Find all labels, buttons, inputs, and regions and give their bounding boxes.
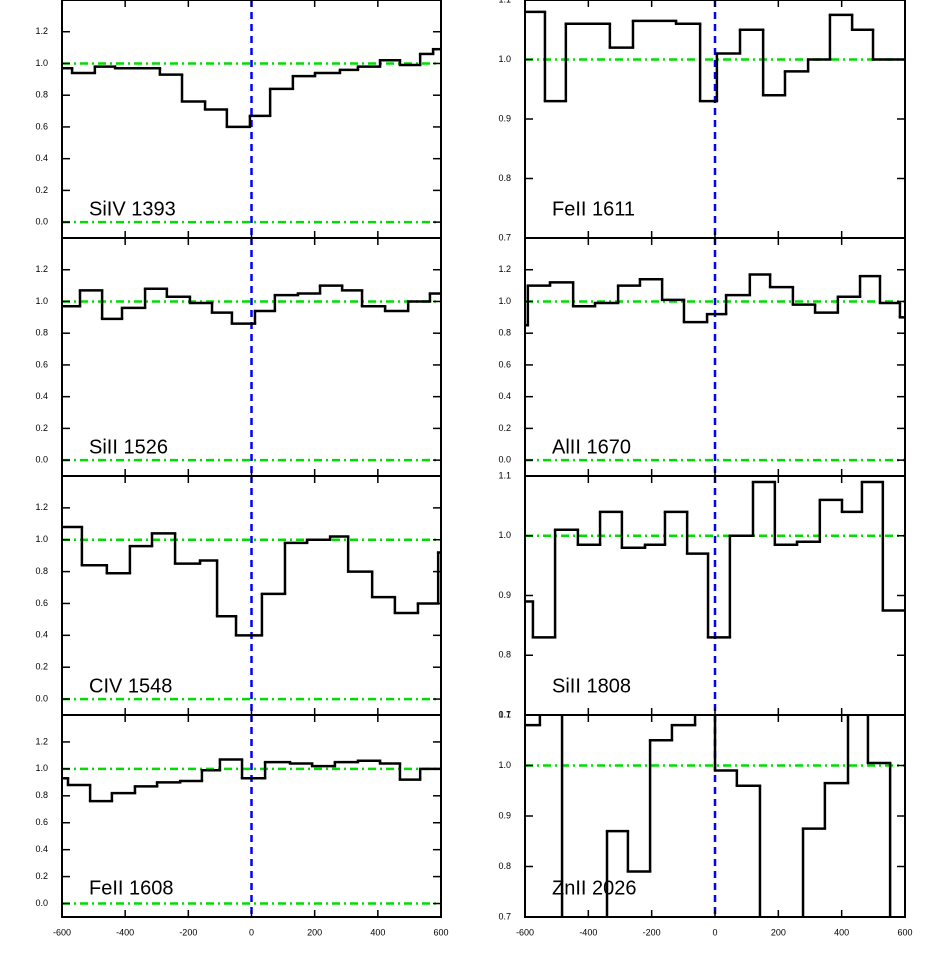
x-tick-label: -600 bbox=[516, 927, 534, 937]
y-tick-label: 0.4 bbox=[35, 630, 48, 640]
y-tick-label: 1.0 bbox=[35, 296, 48, 306]
y-tick-label: 0.8 bbox=[35, 328, 48, 338]
plot-area bbox=[525, 715, 905, 917]
x-tick-label: -400 bbox=[116, 927, 134, 937]
x-tick-label: 400 bbox=[370, 927, 385, 937]
x-tick-label: 0 bbox=[712, 927, 717, 937]
y-tick-label: 0.6 bbox=[498, 359, 511, 369]
x-tick-label: 600 bbox=[897, 927, 912, 937]
y-tick-label: 0.6 bbox=[35, 359, 48, 369]
y-tick-label: 1.2 bbox=[35, 26, 48, 36]
y-tick-label: 1.0 bbox=[35, 534, 48, 544]
x-tick-label: -200 bbox=[179, 927, 197, 937]
y-tick-label: 0.7 bbox=[498, 911, 511, 921]
panel-label: FeII 1611 bbox=[552, 198, 635, 220]
y-tick-label: 0.6 bbox=[35, 817, 48, 827]
y-tick-label: 0.8 bbox=[498, 861, 511, 871]
y-tick-label: 0.8 bbox=[498, 173, 511, 183]
y-tick-label: 0.2 bbox=[35, 185, 48, 195]
x-tick-label: 400 bbox=[834, 927, 849, 937]
panel: -600 -400 -200 0 200 400 600 0.7 0.8 0.9 1.0 1.1 ZnI… bbox=[498, 709, 912, 937]
panel: 0.7 0.8 0.9 1.0 1.1 FeII 1611 bbox=[498, 0, 906, 242]
y-tick-label: 1.2 bbox=[35, 264, 48, 274]
y-tick-label: 0.8 bbox=[498, 328, 511, 338]
y-tick-label: 0.4 bbox=[35, 844, 48, 854]
plot-area bbox=[62, 476, 441, 715]
y-tick-label: 0.2 bbox=[35, 871, 48, 881]
panel: 0.7 0.8 0.9 1.0 1.1 SiII 1808 bbox=[498, 470, 906, 719]
panel-label: ZnII 2026 bbox=[552, 877, 637, 899]
x-tick-label: -400 bbox=[579, 927, 597, 937]
y-tick-label: 0.7 bbox=[498, 709, 511, 719]
y-tick-label: 0.0 bbox=[35, 455, 48, 465]
y-tick-label: 0.4 bbox=[35, 153, 48, 163]
plot-area bbox=[62, 715, 441, 917]
plot-area bbox=[525, 0, 905, 238]
y-tick-label: 0.8 bbox=[35, 90, 48, 100]
x-tick-label: 0 bbox=[249, 927, 254, 937]
y-tick-label: 0.8 bbox=[35, 790, 48, 800]
y-tick-label: 1.2 bbox=[35, 502, 48, 512]
y-tick-label: 1.0 bbox=[498, 54, 511, 64]
y-tick-label: 0.2 bbox=[35, 662, 48, 672]
y-tick-label: 0.0 bbox=[35, 693, 48, 703]
y-tick-label: 0.9 bbox=[498, 113, 511, 123]
plot-area bbox=[525, 476, 905, 715]
y-tick-label: 1.2 bbox=[498, 264, 511, 274]
y-tick-label: 0.8 bbox=[498, 650, 511, 660]
panel-label: AlII 1670 bbox=[552, 436, 631, 458]
y-tick-label: 1.1 bbox=[498, 470, 511, 480]
x-tick-label: 200 bbox=[771, 927, 786, 937]
y-tick-label: 0.4 bbox=[35, 391, 48, 401]
panel-label: SiII 1808 bbox=[552, 675, 631, 697]
y-tick-label: 0.9 bbox=[498, 810, 511, 820]
panel-frame bbox=[524, 714, 906, 918]
y-tick-label: 1.2 bbox=[35, 736, 48, 746]
y-tick-label: 0.2 bbox=[498, 423, 511, 433]
y-tick-label: 0.8 bbox=[35, 566, 48, 576]
x-tick-label: 200 bbox=[307, 927, 322, 937]
plot-area bbox=[62, 238, 441, 476]
panel-label: CIV 1548 bbox=[89, 675, 172, 697]
y-tick-label: 0.4 bbox=[498, 391, 511, 401]
y-tick-label: 1.0 bbox=[498, 530, 511, 540]
y-tick-label: 0.7 bbox=[498, 232, 511, 242]
y-tick-label: 1.0 bbox=[498, 760, 511, 770]
panel-label: SiIV 1393 bbox=[89, 198, 176, 220]
y-tick-label: 0.0 bbox=[35, 217, 48, 227]
panel-label: FeII 1608 bbox=[89, 877, 174, 899]
y-tick-label: 0.6 bbox=[35, 121, 48, 131]
x-tick-label: -200 bbox=[643, 927, 661, 937]
plot-area bbox=[62, 0, 441, 238]
y-tick-label: 1.1 bbox=[498, 709, 511, 719]
y-tick-label: 1.0 bbox=[35, 763, 48, 773]
panel: 0.0 0.2 0.4 0.6 0.8 1.0 1.2 CIV 1548 bbox=[35, 475, 442, 716]
y-tick-label: 0.2 bbox=[35, 423, 48, 433]
panel-label: SiII 1526 bbox=[89, 436, 168, 458]
x-tick-label: 600 bbox=[433, 927, 448, 937]
panel: 0.0 0.2 0.4 0.6 0.8 1.0 1.2 AlII 1670 bbox=[498, 237, 906, 477]
panel-frame bbox=[61, 714, 442, 918]
x-tick-label: -600 bbox=[53, 927, 71, 937]
panel: -600 -400 -200 0 200 400 600 0.0 0.2 0.4 0.6 0.8 1.0… bbox=[35, 714, 449, 937]
panel: 0.0 0.2 0.4 0.6 0.8 1.0 1.2 SiIV 1393 bbox=[35, 0, 442, 239]
y-tick-label: 0.0 bbox=[498, 455, 511, 465]
y-tick-label: 1.1 bbox=[498, 0, 511, 4]
plot-area bbox=[525, 238, 905, 476]
y-tick-label: 0.0 bbox=[35, 898, 48, 908]
y-tick-label: 1.0 bbox=[35, 58, 48, 68]
panel: 0.0 0.2 0.4 0.6 0.8 1.0 1.2 SiII 1526 bbox=[35, 237, 442, 477]
y-tick-label: 0.9 bbox=[498, 590, 511, 600]
y-tick-label: 0.6 bbox=[35, 598, 48, 608]
y-tick-label: 1.0 bbox=[498, 296, 511, 306]
